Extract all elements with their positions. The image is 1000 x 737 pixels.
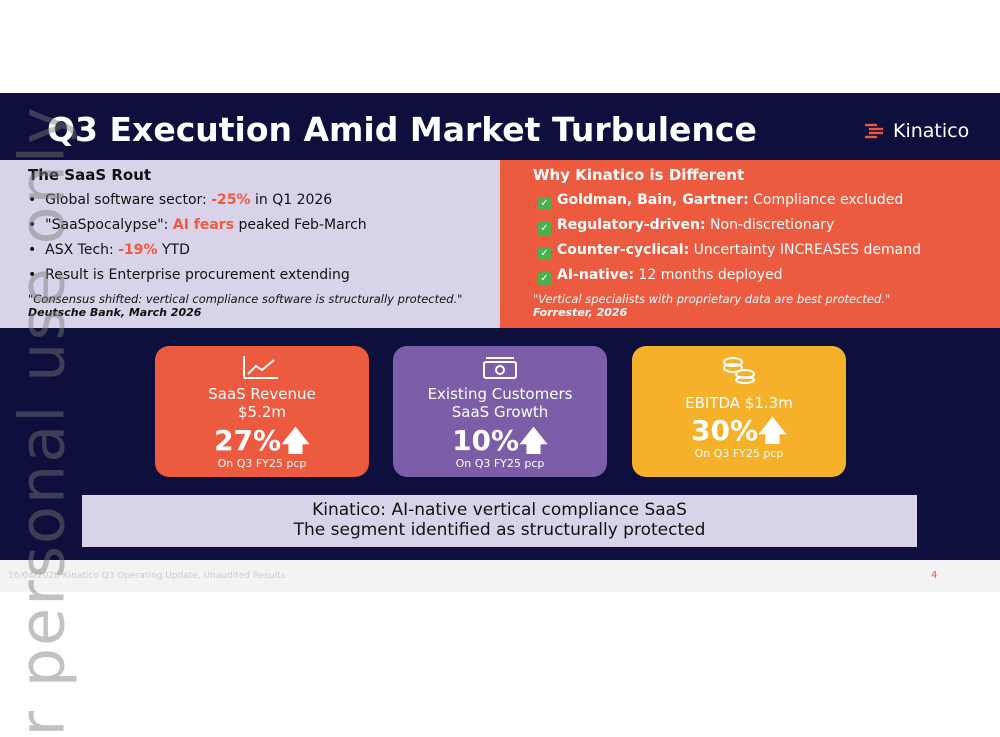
card-label: $5.2m [237,403,286,421]
left-panel: The SaaS Rout • Global software sector: … [0,160,500,328]
highlight: -19% [118,242,158,258]
bullet: • Global software sector: -25% in Q1 202… [28,192,367,217]
item-bold: Goldman, Bain, Gartner: [557,192,749,208]
logo-text: Kinatico [893,120,970,142]
metric-card: SaaS Revenue $5.2m 27%🡅 On Q3 FY25 pcp [155,346,369,477]
card-icon [243,356,278,379]
highlight: -25% [211,192,251,208]
card-value-row: 27%🡅 [155,420,369,468]
footer-text: 16/04/2026 Kinatico Q3 Operating Update,… [8,571,286,581]
bullet-text: ASX Tech: [45,242,119,258]
card-value: 10% [452,424,520,457]
item-bold: Regulatory-driven: [557,217,706,233]
up-arrow: 🡅 [281,424,310,457]
bullet-dot: • [28,217,46,233]
right-panel: Why Kinatico is Different ✓ Goldman, Bain… [500,160,1000,328]
source: Deutsche Bank, March 2026 [28,306,202,319]
quote: "Vertical specialists with proprietary d… [533,292,891,306]
bullet-text: Global software sector: [45,192,212,208]
heading: Why Kinatico is Different [533,166,745,184]
item-text: Non-discretionary [705,217,835,233]
bullet-text: in Q1 2026 [250,192,333,208]
bullet-text: YTD [157,242,190,258]
bullet-dot: • [28,192,46,208]
up-arrow: 🡅 [758,414,787,447]
bullet-dot: • [28,267,46,283]
check-list: ✓ Goldman, Bain, Gartner: Compliance excl… [538,192,921,292]
card-value: 30% [691,414,759,447]
source: Forrester, 2026 [533,306,628,319]
bullet-text: peaked Feb-March [234,217,367,233]
bullet-dot: • [28,242,46,258]
metric-card: EBITDA $1.3m 30%🡅 On Q3 FY25 pcp [632,346,846,477]
check-icon: ✓ [538,272,551,285]
bullet: • Result is Enterprise procurement exten… [28,267,367,292]
up-arrow: 🡅 [519,424,548,457]
card-value-row: 10%🡅 [393,420,607,468]
card-label: SaaS Revenue [208,385,316,403]
footer-bar [0,560,1000,592]
check-icon: ✓ [538,222,551,235]
item-text: Uncertainty INCREASES demand [689,242,921,258]
summary-line: The segment identified as structurally p… [293,520,706,540]
check-icon: ✓ [538,247,551,260]
slide: Q3 Execution Amid Market Turbulence Kina… [0,93,1000,737]
highlight: AI fears [172,217,235,233]
bullet-text: Result is Enterprise procurement extendi… [45,267,350,283]
card-label: EBITDA $1.3m [685,394,793,412]
bullet-text: "SaaSpocalypse": [45,217,173,233]
summary-line: Kinatico: AI-native vertical compliance … [312,500,687,520]
metric-card: Existing Customers SaaS Growth 10%🡅 On Q3 F… [393,346,607,477]
logo: Kinatico [865,120,969,142]
title: Q3 Execution Amid Market Turbulence [47,110,757,149]
card-icon [723,357,755,384]
bullet: • "SaaSpocalypse": AI fears peaked Feb-M… [28,217,367,242]
bullet-list: • Global software sector: -25% in Q1 202… [28,192,367,292]
card-note: On Q3 FY25 pcp [694,447,784,460]
quote: "Consensus shifted: vertical compliance … [28,292,463,306]
item-text: 12 months deployed [633,267,783,283]
summary-box: Kinatico: AI-native vertical compliance … [82,495,917,547]
check-item: ✓ Goldman, Bain, Gartner: Compliance excl… [538,192,921,217]
check-item: ✓ Counter-cyclical: Uncertainty INCREASES… [538,242,921,267]
card-label: SaaS Growth [451,403,549,421]
heading: The SaaS Rout [28,166,152,184]
logo-icon [865,123,883,139]
card-label: Existing Customers [427,385,573,403]
card-value: 27% [214,424,282,457]
card-icon [483,357,517,379]
check-icon: ✓ [538,197,551,210]
check-item: ✓ AI-native: 12 months deployed [538,267,921,292]
item-text: Compliance excluded [748,192,904,208]
item-bold: Counter-cyclical: [557,242,690,258]
item-bold: AI-native: [557,267,634,283]
bullet: • ASX Tech: -19% YTD [28,242,367,267]
page-number: 4 [931,570,938,581]
card-note: On Q3 FY25 pcp [455,457,545,470]
card-note: On Q3 FY25 pcp [217,457,307,470]
card-value-row: 30%🡅 [632,410,846,458]
check-item: ✓ Regulatory-driven: Non-discretionary [538,217,921,242]
watermark: r personal use only [5,105,79,737]
